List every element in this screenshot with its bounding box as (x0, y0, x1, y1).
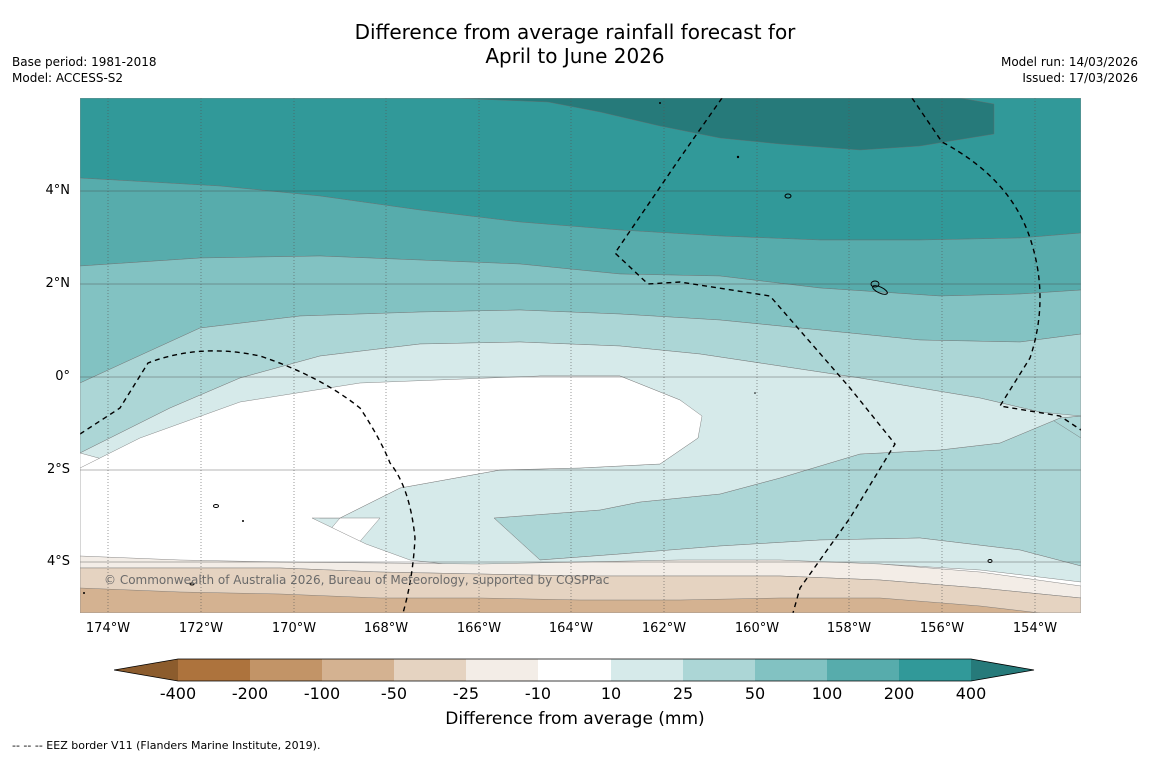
legend-tick: -10 (524, 684, 552, 703)
legend-swatch (466, 659, 538, 681)
meta-right: Model run: 14/03/2026 Issued: 17/03/2026 (1001, 54, 1138, 86)
eez-border-east (911, 98, 1081, 431)
lon-label-160W: 160°W (734, 621, 780, 636)
eez-borders (80, 98, 1081, 613)
lon-label-158W: 158°W (826, 621, 872, 636)
legend-tick: 50 (744, 684, 766, 703)
lon-label-164W: 164°W (548, 621, 594, 636)
legend-swatch (899, 659, 971, 681)
model-name: Model: ACCESS-S2 (12, 71, 124, 85)
legend-outline (114, 658, 1035, 682)
legend-tick: -200 (231, 684, 269, 703)
legend-swatch (250, 659, 322, 681)
legend-tick: 10 (600, 684, 622, 703)
legend-swatch (394, 659, 466, 681)
lon-label-166W: 166°W (456, 621, 502, 636)
lon-label-168W: 168°W (363, 621, 409, 636)
legend-swatch-extend-high (971, 659, 1034, 681)
legend-tick: 25 (672, 684, 694, 703)
legend-swatch (683, 659, 755, 681)
lat-label-4S: 4°S (46, 554, 70, 569)
legend-swatch (322, 659, 394, 681)
lat-label-2S: 2°S (46, 462, 70, 477)
legend-swatch-extend-low (114, 659, 178, 681)
legend-swatch (611, 659, 683, 681)
islands (189, 193, 993, 586)
lon-label-154W: 154°W (1012, 621, 1058, 636)
map-copyright: © Commonwealth of Australia 2026, Bureau… (104, 573, 609, 587)
lon-label-162W: 162°W (641, 621, 687, 636)
legend-swatch (178, 659, 250, 681)
base-period: Base period: 1981-2018 (12, 55, 157, 69)
eez-border-central (614, 98, 896, 613)
graticule (80, 190, 1081, 563)
meridians (107, 98, 1036, 613)
legend-title: Difference from average (mm) (445, 709, 705, 729)
legend-tick: -100 (303, 684, 341, 703)
lon-label-172W: 172°W (178, 621, 224, 636)
legend-swatch (827, 659, 899, 681)
legend-swatch (538, 659, 611, 681)
island-dots (83, 102, 756, 594)
chart-title-line2: April to June 2026 (485, 44, 665, 68)
legend-tick: -50 (380, 684, 408, 703)
chart-title-line1: Difference from average rainfall forecas… (354, 20, 796, 44)
legend-swatch (755, 659, 827, 681)
island (784, 193, 792, 199)
lat-label-0: 0° (55, 369, 70, 384)
legend-tick: 400 (955, 684, 987, 703)
legend-tick: 100 (811, 684, 843, 703)
legend-colorbar (114, 658, 1035, 682)
island (213, 504, 219, 508)
legend-tick: -400 (159, 684, 197, 703)
lon-label-170W: 170°W (271, 621, 317, 636)
model-run-date: Model run: 14/03/2026 (1000, 55, 1138, 69)
lat-label-2N: 2°N (45, 276, 71, 291)
island (987, 559, 993, 563)
band-over-400 (240, 98, 995, 151)
rainfall-anomaly-map: © Commonwealth of Australia 2026, Bureau… (80, 98, 1081, 613)
legend-tick: 200 (883, 684, 915, 703)
issued-date: Issued: 17/03/2026 (1022, 71, 1138, 85)
lon-label-174W: 174°W (85, 621, 131, 636)
meta-left: Base period: 1981-2018 Model: ACCESS-S2 (12, 54, 157, 86)
island (189, 582, 195, 586)
eez-border-west (80, 350, 416, 613)
island (870, 280, 880, 288)
lat-label-4N: 4°N (45, 183, 71, 198)
band-neg50-neg100 (80, 587, 1041, 613)
legend-tick: -25 (452, 684, 480, 703)
footer-eez-note: -- -- -- EEZ border V11 (Flanders Marine… (12, 739, 321, 752)
contour-bands (80, 98, 1081, 613)
lon-label-156W: 156°W (919, 621, 965, 636)
